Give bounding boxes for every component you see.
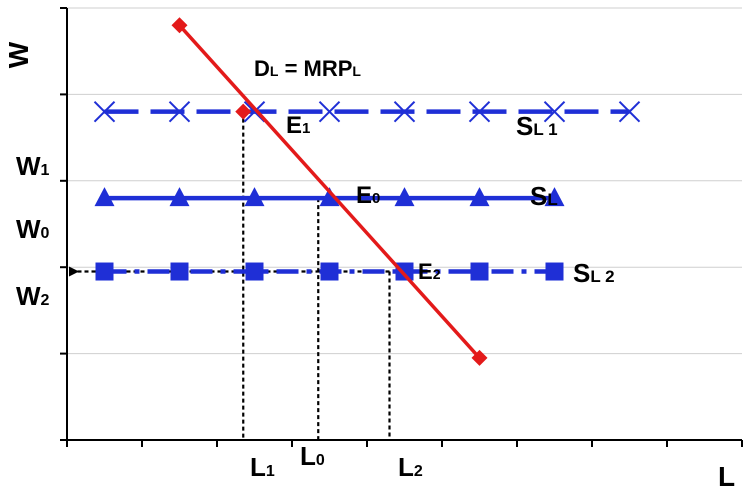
series-3-point-3: [320, 262, 339, 281]
series-3-point-4: [395, 262, 414, 281]
series-1-point-4: [393, 100, 416, 123]
svg-text:SL 2: SL 2: [573, 258, 615, 288]
svg-text:W2: W2: [16, 281, 50, 311]
svg-text:E2: E2: [418, 259, 441, 284]
label-SL1: SL 1: [516, 111, 558, 141]
label-W0: W0: [16, 214, 50, 244]
series-3-point-1: [170, 262, 189, 281]
series-2-point-3: [319, 187, 340, 207]
label-L2: L2: [398, 452, 423, 482]
series-1-point-7: [618, 100, 641, 123]
series-2-point-0: [94, 187, 115, 207]
svg-text:L2: L2: [398, 452, 423, 482]
demand-label: DL = MRPL: [254, 56, 361, 81]
label-SL: SL: [530, 181, 558, 211]
series-2-point-1: [169, 187, 190, 207]
svg-text:L0: L0: [300, 441, 325, 471]
svg-text:W0: W0: [16, 214, 50, 244]
equilibrium-point-E1: [235, 103, 252, 120]
series-1-point-0: [93, 100, 116, 123]
label-E2: E2: [418, 259, 441, 284]
label-SL2: SL 2: [573, 258, 615, 288]
equilibrium-guides: [69, 111, 391, 440]
series-layer: [93, 17, 641, 366]
label-W2: W2: [16, 281, 50, 311]
x-axis-label: L: [718, 461, 735, 492]
series-2-point-4: [394, 187, 415, 207]
label-E0: E0: [356, 182, 380, 209]
label-E1: E1: [286, 112, 310, 139]
series-2-point-5: [469, 187, 490, 207]
demand-line: [178, 24, 481, 360]
series-1-point-6: [543, 100, 566, 123]
svg-text:L1: L1: [250, 452, 275, 482]
svg-text:E1: E1: [286, 112, 310, 139]
gridlines: [67, 7, 742, 355]
series-1-point-1: [168, 100, 191, 123]
demand-point-1: [471, 349, 488, 366]
series-1-point-3: [318, 100, 341, 123]
series-2-point-2: [244, 187, 265, 207]
label-L1: L1: [250, 452, 275, 482]
svg-text:DL = MRPL: DL = MRPL: [254, 56, 361, 81]
series-3-point-5: [470, 262, 489, 281]
label-W1: W1: [16, 151, 50, 181]
svg-text:W1: W1: [16, 151, 50, 181]
axis-ticks: [60, 7, 743, 447]
svg-text:E0: E0: [356, 182, 380, 209]
series-2-point-6: [544, 187, 565, 207]
svg-text:SL: SL: [530, 181, 558, 211]
label-L0: L0: [300, 441, 325, 471]
svg-text:SL 1: SL 1: [516, 111, 558, 141]
demand-point-0: [171, 17, 188, 34]
series-1-point-5: [468, 100, 491, 123]
series-3-point-2: [245, 262, 264, 281]
y-axis-label: W: [3, 41, 34, 68]
series-3-point-6: [545, 262, 564, 281]
series-3-point-0: [95, 262, 114, 281]
